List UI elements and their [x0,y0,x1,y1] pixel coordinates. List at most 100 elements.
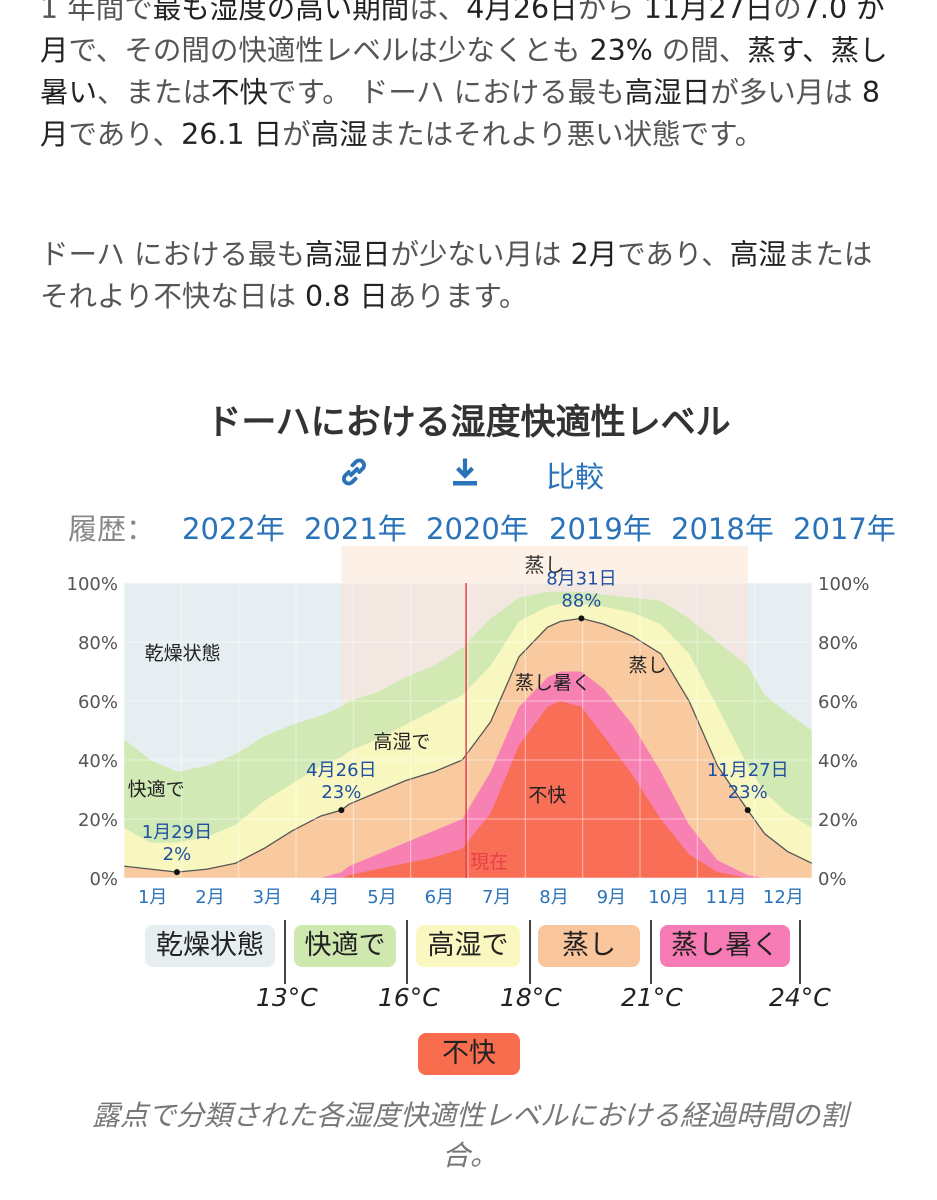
legend-divider [650,920,652,984]
paragraph-text: またはそれより不快な日は [40,238,873,313]
year-link-2020[interactable]: 2020年 [426,512,529,546]
legend-humid: 高湿で [416,925,520,967]
highlighted-text: 不快 [211,76,269,109]
region-label: 蒸し [629,655,667,677]
year-link-2021[interactable]: 2021年 [304,512,407,546]
highlighted-text: 2月 [570,238,618,271]
link-icon[interactable] [336,454,372,497]
annotation-value: 23% [321,782,361,803]
threshold-16c: 16°C [378,983,440,1012]
annotation-date: 1月29日 [142,822,212,843]
summary-paragraph-humid-period: 1 年間で最も湿度の高い期間は、4月26日から 11月27日の7.0 か月で、そ… [40,0,900,156]
highlighted-text: 高湿 [729,238,787,271]
current-date-label: 現在 [470,851,508,873]
x-tick-label: 6月 [425,887,454,908]
x-tick-label: 12月 [763,887,804,908]
legend-comfortable: 快適で [294,925,396,967]
highlighted-text: 高湿 [310,118,368,151]
paragraph-text: は、 [409,0,467,25]
paragraph-text: であり、 [617,238,730,271]
chart-toolbar: 比較 [0,452,937,502]
paragraph-text: 1 年間で [40,0,153,25]
chart-title: ドーハにおける湿度快適性レベル [206,403,731,443]
x-tick-label: 8月 [539,887,568,908]
region-label: 快適で [128,778,185,800]
paragraph-text: です。 ドーハ における最も [268,76,625,109]
chart-caption: 露点で分類された各湿度快適性レベルにおける経過時間の割合。 [91,1099,848,1172]
download-icon[interactable] [447,454,483,497]
paragraph-text: の [773,0,802,25]
annotation-date: 11月27日 [707,760,789,781]
paragraph-text: から [577,0,644,25]
paragraph-text: あります。 [387,280,528,313]
highlighted-text: 最も湿度の高い期間 [152,0,410,25]
y-tick-label-right: 100% [818,574,869,595]
year-link-2022[interactable]: 2022年 [182,512,285,546]
y-tick-label-left: 80% [78,633,118,654]
y-tick-label-left: 20% [78,810,118,831]
y-tick-label-left: 40% [78,751,118,772]
highlighted-text: 23% [589,34,653,67]
year-link-2017[interactable]: 2017年 [793,512,896,546]
y-tick-label-left: 100% [67,574,118,595]
annotation-point [338,807,345,814]
compare-link[interactable]: 比較 [546,460,605,494]
x-tick-label: 7月 [482,887,511,908]
y-tick-label-right: 0% [818,869,847,890]
threshold-18c: 18°C [500,983,562,1012]
highlighted-text: 26.1 日 [181,118,283,151]
highlighted-text: 11月27日 [643,0,774,25]
annotation-point [578,615,585,622]
legend-miserable: 不快 [418,1033,520,1075]
paragraph-text: 、または [97,76,212,109]
highlighted-text: 高湿日 [305,238,391,271]
annotation-point [173,869,180,876]
paragraph-text: の間、 [652,34,748,67]
x-tick-label: 3月 [253,887,282,908]
y-tick-label-right: 40% [818,751,858,772]
legend-divider [529,920,531,984]
region-label: 高湿で [373,731,430,753]
x-tick-label: 10月 [648,887,689,908]
humidity-comfort-chart: 蒸し 0% 0% 20% 20% 40% 40% 60% 60% 80% 80% 100% 100% 現在… [67,546,869,908]
x-tick-label: 9月 [597,887,626,908]
paragraph-text: で、その間の快適性レベルは少なくとも [68,34,590,67]
annotation-date: 8月31日 [546,568,616,589]
highlighted-text: 高湿日 [624,76,711,109]
paragraph-text: であり、 [68,118,182,151]
y-tick-label-right: 80% [818,633,858,654]
x-tick-label: 2月 [195,887,224,908]
threshold-13c: 13°C [256,983,318,1012]
year-link-2019[interactable]: 2019年 [549,512,652,546]
year-link-2018[interactable]: 2018年 [671,512,774,546]
y-tick-label-right: 60% [818,692,858,713]
history-label: 履歴： [68,512,156,546]
y-tick-label-left: 0% [89,869,118,890]
threshold-24c: 24°C [769,983,831,1012]
legend-divider [284,920,286,984]
highlighted-text: 4月26日 [466,0,578,25]
paragraph-text: ドーハ における最も [40,238,305,271]
y-tick-label-right: 20% [818,810,858,831]
highlighted-text: 0.8 日 [305,280,388,313]
highlighted-text: 7.0 か月 [40,0,885,67]
x-tick-label: 1月 [138,887,167,908]
paragraph-text: またはそれより悪い状態です。 [367,118,764,151]
region-label: 乾燥状態 [145,643,221,665]
summary-paragraph-least-humid: ドーハ における最も高湿日が少ない月は 2月であり、高湿またはそれより不快な日は… [40,234,900,318]
annotation-value: 88% [561,590,601,611]
legend-oppressive: 蒸し暑く [660,925,790,967]
annotation-date: 4月26日 [306,760,376,781]
legend-divider [406,920,408,984]
paragraph-text: が [282,118,311,151]
paragraph-text: が少ない月は [390,238,571,271]
annotation-value: 2% [163,844,192,865]
x-tick-label: 5月 [367,887,396,908]
region-label: 蒸し暑く [515,672,591,694]
paragraph-text: が多い月は [710,76,862,109]
x-tick-label: 4月 [310,887,339,908]
highlighted-text: 蒸す、蒸し暑い [40,34,888,109]
region-label: 不快 [528,784,566,806]
muggy-or-worse-line [123,617,813,873]
season-band-label: 蒸し [525,553,565,577]
